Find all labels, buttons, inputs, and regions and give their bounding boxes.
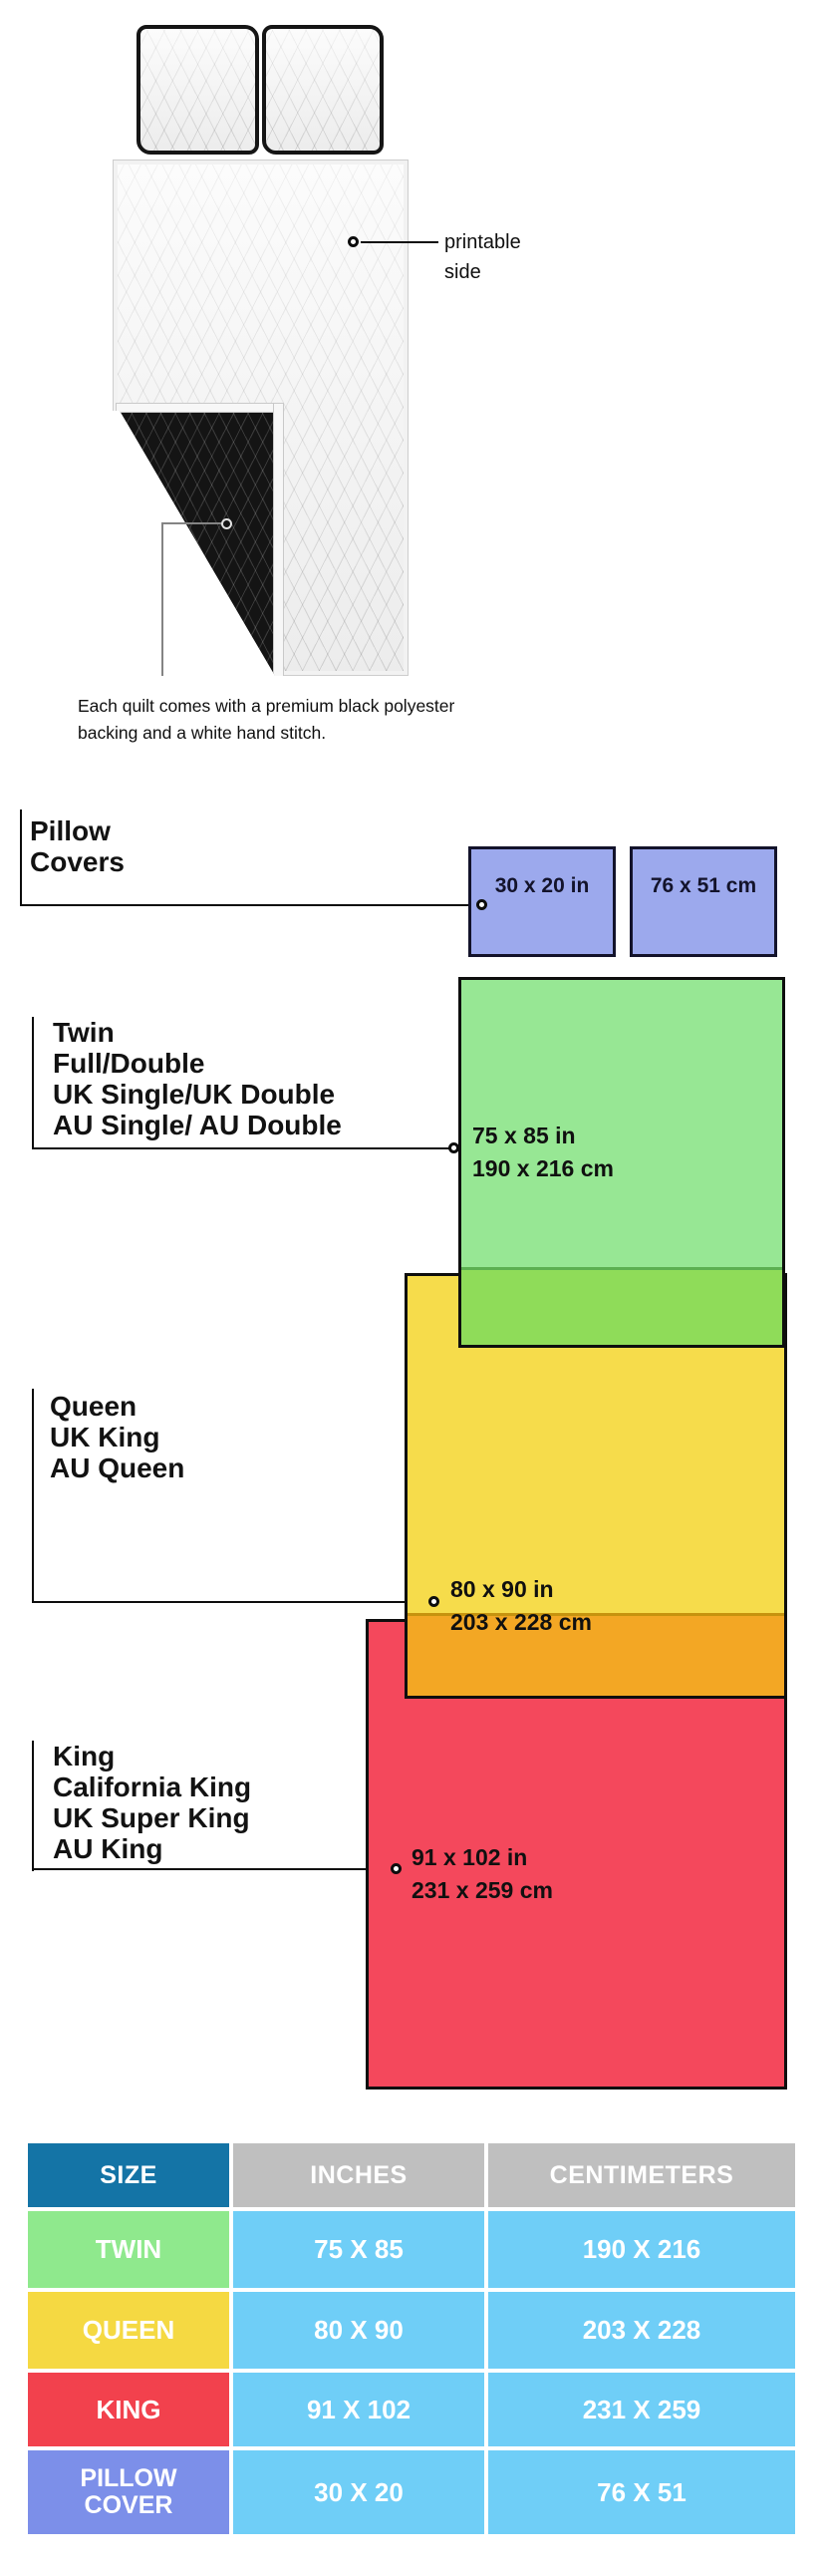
pillow-covers-label: Pillow Covers bbox=[30, 815, 125, 877]
pillow-label-line2: Covers bbox=[30, 846, 125, 877]
table-row-twin-cm: 190 X 216 bbox=[488, 2211, 795, 2288]
fold-binding-top bbox=[117, 404, 277, 412]
pillow-dim-cm: 76 x 51 cm bbox=[650, 874, 757, 897]
table-row-twin-size: TWIN bbox=[28, 2211, 229, 2288]
pillow-bracket-line-v bbox=[20, 809, 22, 906]
table-row-queen-inches: 80 X 90 bbox=[233, 2292, 484, 2369]
queen-dim-in-text: 80 x 90 in bbox=[450, 1576, 554, 1602]
quilt-caption-line2: backing and a white hand stitch. bbox=[78, 722, 327, 743]
quilted-pillow-left bbox=[137, 25, 259, 155]
twin-bracket-line-h bbox=[32, 1147, 450, 1149]
quilt-illustration bbox=[113, 160, 409, 676]
pillow-marker bbox=[476, 899, 487, 910]
table-row-pillow-inches: 30 X 20 bbox=[233, 2450, 484, 2534]
twin-queen-overlap bbox=[461, 1267, 782, 1345]
king-bracket-line-v bbox=[32, 1741, 34, 1871]
king-label-line2: California King bbox=[53, 1771, 252, 1802]
king-dim-inches: 91 x 102 in bbox=[412, 1844, 527, 1871]
backing-callout-line-h bbox=[161, 522, 221, 524]
backing-callout-line-v bbox=[161, 522, 163, 676]
queen-bracket-line-v bbox=[32, 1389, 34, 1603]
twin-bracket-line-v bbox=[32, 1017, 34, 1149]
queen-dim-inches: 80 x 90 in bbox=[450, 1576, 554, 1603]
twin-dim-inches: 75 x 85 in bbox=[472, 1123, 576, 1149]
queen-label-line2: UK King bbox=[50, 1422, 160, 1452]
table-row-pillow-size: PILLOW COVER bbox=[28, 2450, 229, 2534]
quilt-black-backing-fold bbox=[120, 411, 275, 676]
twin-dim-in-text: 75 x 85 in bbox=[472, 1123, 576, 1148]
queen-label-line3: AU Queen bbox=[50, 1452, 185, 1483]
twin-labels: Twin Full/Double UK Single/UK Double AU … bbox=[53, 1017, 342, 1140]
queen-label-line1: Queen bbox=[50, 1391, 138, 1422]
twin-size-box bbox=[458, 977, 785, 1348]
table-header-size: SIZE bbox=[28, 2143, 229, 2207]
twin-label-line3: UK Single/UK Double bbox=[53, 1079, 336, 1110]
twin-dim-cm-text: 190 x 216 cm bbox=[472, 1155, 614, 1181]
size-table: SIZE INCHES CENTIMETERS TWIN 75 X 85 190… bbox=[28, 2143, 795, 2534]
king-marker bbox=[391, 1863, 402, 1874]
pillow-bracket-line-h bbox=[20, 904, 477, 906]
king-dim-in-text: 91 x 102 in bbox=[412, 1844, 528, 1870]
king-label-line1: King bbox=[53, 1741, 116, 1771]
table-header-centimeters: CENTIMETERS bbox=[488, 2143, 795, 2207]
queen-dim-cm: 203 x 228 cm bbox=[450, 1609, 592, 1636]
printable-side-marker bbox=[348, 236, 359, 247]
backing-callout-marker bbox=[221, 518, 232, 529]
quilted-pillow-right bbox=[262, 25, 384, 155]
printable-side-label-line1: printable bbox=[444, 231, 521, 253]
queen-bracket-line-h bbox=[32, 1601, 430, 1603]
twin-dim-cm: 190 x 216 cm bbox=[472, 1155, 614, 1182]
table-row-king-inches: 91 X 102 bbox=[233, 2373, 484, 2446]
fold-binding-right bbox=[274, 404, 283, 676]
queen-king-overlap bbox=[408, 1613, 784, 1696]
pillow-dim-inches: 30 x 20 in bbox=[494, 874, 590, 897]
king-label-line3: UK Super King bbox=[53, 1802, 250, 1833]
table-row-king-cm: 231 X 259 bbox=[488, 2373, 795, 2446]
twin-label-line2: Full/Double bbox=[53, 1048, 205, 1079]
table-row-queen-cm: 203 X 228 bbox=[488, 2292, 795, 2369]
king-labels: King California King UK Super King AU Ki… bbox=[53, 1741, 251, 1864]
queen-marker bbox=[428, 1596, 439, 1607]
twin-marker bbox=[448, 1142, 459, 1153]
pillow-box-cm: 76 x 51 cm bbox=[630, 846, 777, 957]
table-header-inches: INCHES bbox=[233, 2143, 484, 2207]
king-dim-cm: 231 x 259 cm bbox=[412, 1877, 553, 1904]
pillow-label-line1: Pillow bbox=[30, 815, 111, 846]
quilt-caption: Each quilt comes with a premium black po… bbox=[78, 693, 454, 746]
printable-side-label-line2: side bbox=[444, 261, 481, 283]
king-bracket-line-h bbox=[32, 1868, 393, 1870]
table-row-pillow-cm: 76 X 51 bbox=[488, 2450, 795, 2534]
twin-label-line1: Twin bbox=[53, 1017, 115, 1048]
king-dim-cm-text: 231 x 259 cm bbox=[412, 1877, 553, 1903]
printable-side-label: printable side bbox=[444, 227, 521, 287]
twin-label-line4: AU Single/ AU Double bbox=[53, 1110, 342, 1140]
quilt-caption-line1: Each quilt comes with a premium black po… bbox=[78, 696, 455, 716]
table-row-king-size: KING bbox=[28, 2373, 229, 2446]
queen-labels: Queen UK King AU Queen bbox=[50, 1391, 184, 1483]
table-row-twin-inches: 75 X 85 bbox=[233, 2211, 484, 2288]
printable-side-callout-line bbox=[361, 241, 438, 243]
king-label-line4: AU King bbox=[53, 1833, 163, 1864]
queen-dim-cm-text: 203 x 228 cm bbox=[450, 1609, 592, 1635]
table-row-queen-size: QUEEN bbox=[28, 2292, 229, 2369]
pillow-box-inches: 30 x 20 in bbox=[468, 846, 616, 957]
